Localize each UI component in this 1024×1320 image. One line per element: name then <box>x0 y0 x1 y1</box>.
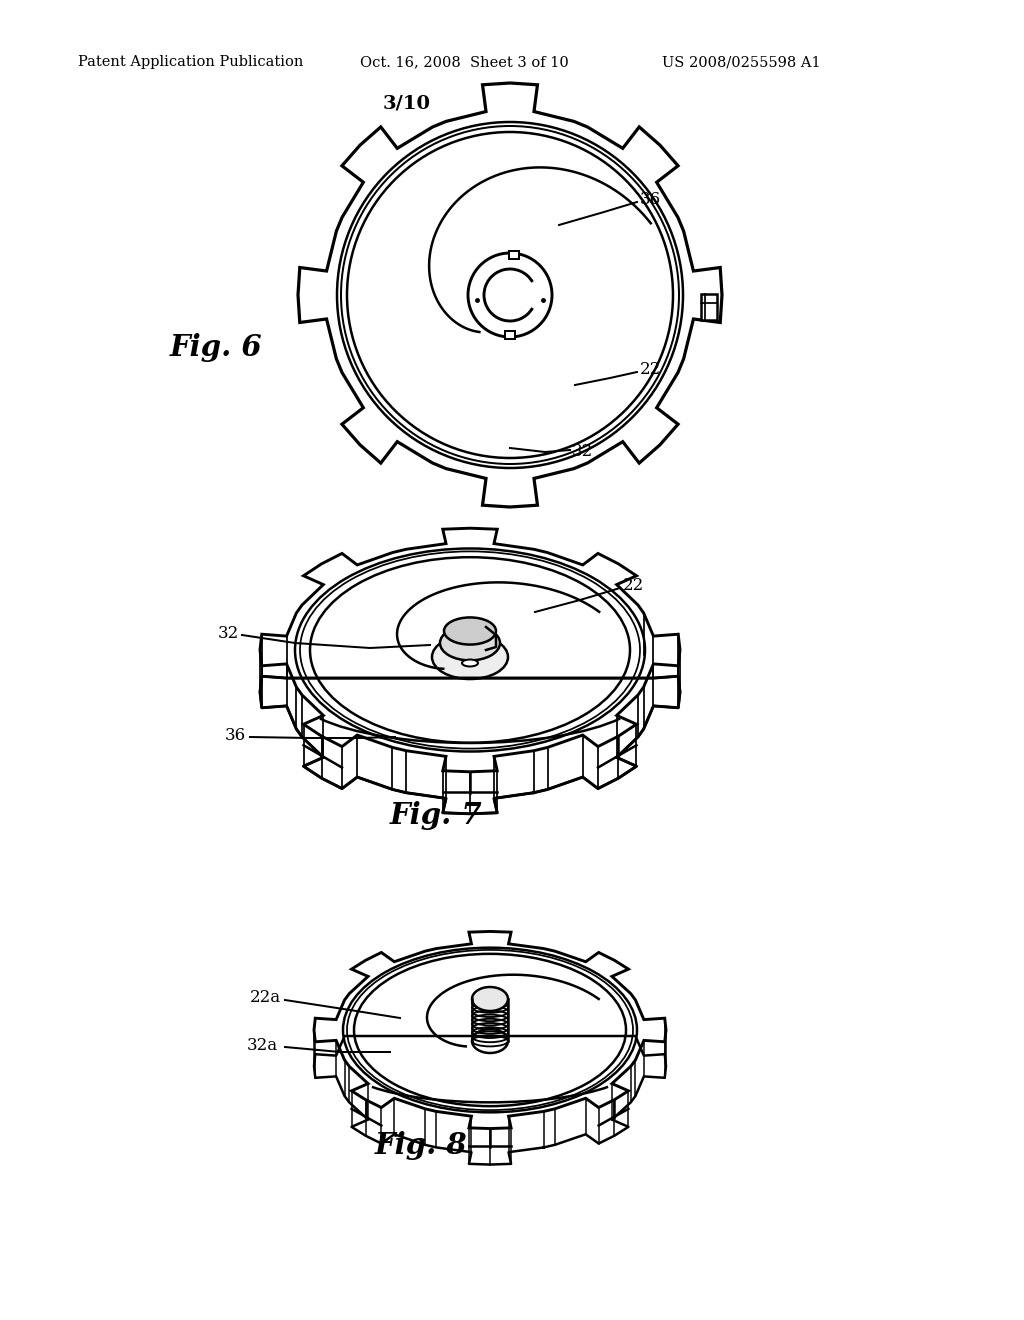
Ellipse shape <box>347 132 673 458</box>
Text: Fig. 7: Fig. 7 <box>390 800 482 829</box>
Ellipse shape <box>462 660 478 667</box>
Ellipse shape <box>444 618 496 644</box>
Ellipse shape <box>440 626 500 660</box>
Text: 32: 32 <box>218 624 240 642</box>
Ellipse shape <box>468 253 552 337</box>
Ellipse shape <box>472 1030 508 1053</box>
Ellipse shape <box>337 121 683 469</box>
Polygon shape <box>298 83 722 507</box>
Ellipse shape <box>341 125 679 465</box>
Text: 22: 22 <box>623 578 644 594</box>
Text: 22a: 22a <box>250 990 282 1006</box>
Text: 36: 36 <box>225 727 246 744</box>
Text: 32: 32 <box>572 444 593 461</box>
FancyBboxPatch shape <box>701 294 717 319</box>
Text: Fig. 6: Fig. 6 <box>170 334 262 363</box>
Ellipse shape <box>472 987 508 1011</box>
Bar <box>509 251 519 259</box>
Polygon shape <box>314 932 666 1129</box>
Text: 32a: 32a <box>247 1036 279 1053</box>
Bar <box>505 331 515 339</box>
Text: 3/10: 3/10 <box>383 94 431 112</box>
Text: Patent Application Publication: Patent Application Publication <box>78 55 303 69</box>
Ellipse shape <box>354 954 626 1106</box>
Polygon shape <box>260 528 680 772</box>
Text: US 2008/0255598 A1: US 2008/0255598 A1 <box>662 55 820 69</box>
Text: Oct. 16, 2008  Sheet 3 of 10: Oct. 16, 2008 Sheet 3 of 10 <box>360 55 568 69</box>
Text: 22: 22 <box>640 362 662 379</box>
Text: Fig. 8: Fig. 8 <box>375 1130 468 1159</box>
Ellipse shape <box>310 557 630 743</box>
Text: 36: 36 <box>640 191 662 209</box>
Ellipse shape <box>432 635 508 678</box>
